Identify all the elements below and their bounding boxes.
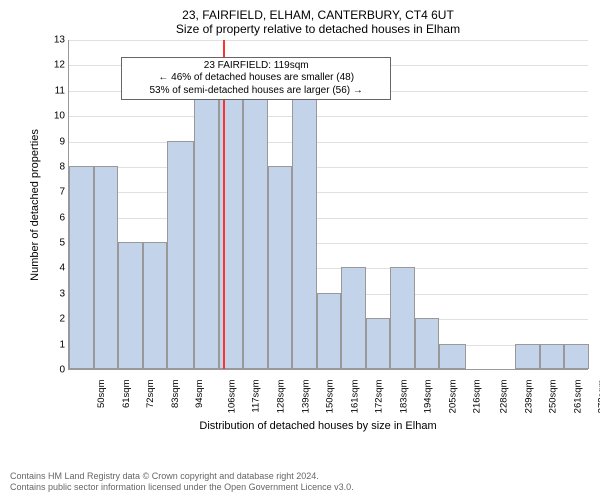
histogram-bar	[317, 293, 342, 369]
gridline	[69, 142, 588, 143]
x-tick: 250sqm	[548, 380, 559, 414]
histogram-bar	[341, 267, 366, 369]
histogram-bar	[540, 344, 565, 369]
histogram-bar	[243, 90, 268, 369]
x-axis-label: Distribution of detached houses by size …	[48, 420, 588, 432]
y-tick: 8	[49, 161, 65, 172]
histogram-bar	[390, 267, 415, 369]
x-tick: 83sqm	[170, 380, 181, 409]
x-tick: 183sqm	[398, 380, 409, 414]
y-tick: 0	[49, 365, 65, 376]
histogram-bar	[118, 242, 143, 369]
histogram-bar	[515, 344, 540, 369]
gridline	[69, 116, 588, 117]
chart-subtitle: Size of property relative to detached ho…	[48, 22, 588, 36]
annotation-line-1: 23 FAIRFIELD: 119sqm	[126, 60, 386, 73]
x-tick: 61sqm	[121, 380, 132, 409]
x-tick: 94sqm	[194, 380, 205, 409]
gridline	[69, 40, 588, 41]
credit-line-2: Contains public sector information licen…	[10, 482, 354, 494]
y-tick: 13	[49, 35, 65, 46]
y-tick: 4	[49, 263, 65, 274]
x-tick: 50sqm	[96, 380, 107, 409]
x-tick: 205sqm	[447, 380, 458, 414]
x-tick: 261sqm	[572, 380, 583, 414]
x-tick: 150sqm	[324, 380, 335, 414]
x-tick: 239sqm	[523, 380, 534, 414]
y-tick: 9	[49, 136, 65, 147]
y-tick: 7	[49, 187, 65, 198]
x-tick: 72sqm	[145, 380, 156, 409]
x-tick: 216sqm	[472, 380, 483, 414]
gridline	[69, 192, 588, 193]
annotation-line-2: ← 46% of detached houses are smaller (48…	[126, 72, 386, 85]
y-tick: 3	[49, 288, 65, 299]
y-tick: 6	[49, 212, 65, 223]
credit-line-1: Contains HM Land Registry data © Crown c…	[10, 471, 354, 483]
histogram-bar	[268, 166, 293, 369]
y-tick: 2	[49, 314, 65, 325]
gridline	[69, 167, 588, 168]
plot-area: Number of detached properties 0123456789…	[68, 40, 588, 370]
credits: Contains HM Land Registry data © Crown c…	[10, 471, 354, 494]
annotation-box: 23 FAIRFIELD: 119sqm← 46% of detached ho…	[121, 57, 391, 101]
histogram-chart: 23, FAIRFIELD, ELHAM, CANTERBURY, CT4 6U…	[48, 8, 588, 418]
histogram-bar	[439, 344, 466, 369]
x-tick: 128sqm	[275, 380, 286, 414]
histogram-bar	[366, 318, 391, 369]
histogram-bar	[94, 166, 119, 369]
x-tick: 228sqm	[499, 380, 510, 414]
x-tick: 139sqm	[300, 380, 311, 414]
histogram-bar	[194, 90, 219, 369]
y-tick: 1	[49, 339, 65, 350]
y-tick: 11	[49, 85, 65, 96]
y-tick: 10	[49, 111, 65, 122]
x-tick: 117sqm	[250, 380, 261, 413]
y-tick: 12	[49, 60, 65, 71]
histogram-bar	[564, 344, 589, 369]
histogram-bar	[292, 90, 317, 369]
histogram-bar	[167, 141, 194, 369]
x-tick: 106sqm	[226, 380, 237, 414]
x-tick: 194sqm	[423, 380, 434, 414]
y-tick: 5	[49, 238, 65, 249]
histogram-bar	[69, 166, 94, 369]
histogram-bar	[143, 242, 168, 369]
histogram-bar	[415, 318, 440, 369]
chart-title: 23, FAIRFIELD, ELHAM, CANTERBURY, CT4 6U…	[48, 8, 588, 22]
x-tick: 172sqm	[374, 380, 385, 414]
x-tick: 161sqm	[349, 380, 360, 414]
gridline	[69, 218, 588, 219]
annotation-line-3: 53% of semi-detached houses are larger (…	[126, 85, 386, 98]
y-axis-label: Number of detached properties	[29, 129, 41, 281]
